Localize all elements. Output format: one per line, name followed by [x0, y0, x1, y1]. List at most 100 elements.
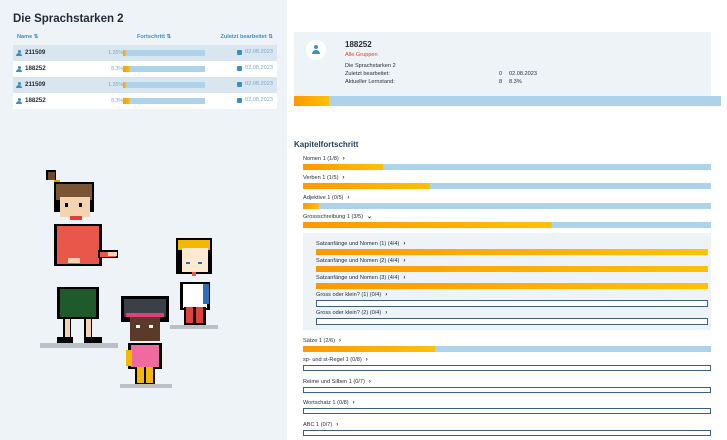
sort-name-header[interactable]: Name ⇅ — [17, 34, 39, 40]
chapter-label: Wortschatz 1 (0/8) — [303, 399, 349, 406]
chapter-label: Adjektive 1 (0/5) — [303, 194, 344, 201]
calendar-icon — [237, 81, 242, 87]
progress-bar — [123, 66, 205, 72]
chapter-progress-bar — [303, 164, 711, 170]
progress-bar — [123, 82, 205, 88]
last-edited-label: Zuletzt bearbeitet: — [345, 71, 390, 77]
chevron-right-icon[interactable]: › — [403, 274, 406, 281]
progress-bar — [123, 50, 205, 56]
chapter-progress-bar — [303, 346, 711, 352]
chevron-right-icon[interactable]: › — [336, 421, 339, 428]
chevron-right-icon[interactable]: › — [347, 194, 350, 201]
chapter-item[interactable]: Adjektive 1 (0/5) › — [303, 193, 711, 209]
progress-percent: 1.35% — [108, 82, 123, 88]
chapter-label: Sätze 1 (2/6) — [303, 337, 336, 344]
progress-bar — [123, 98, 205, 104]
subchapter-label: Satzanfänge und Nomen (1) (4/4) — [316, 240, 400, 247]
chapter-label: Nomen 1 (1/8) — [303, 155, 339, 162]
chevron-right-icon[interactable]: › — [339, 337, 342, 344]
chapter-progress-bar — [303, 408, 711, 414]
chevron-right-icon[interactable]: › — [403, 240, 406, 247]
last-edited-date: 02.08.2023 — [245, 49, 273, 55]
student-id: 211509 — [25, 81, 46, 88]
overall-progress-bar — [294, 96, 721, 106]
avatar — [306, 40, 326, 60]
pixel-characters-illustration — [40, 170, 218, 388]
student-id: 188252 — [25, 97, 46, 104]
current-level-count: 8 — [499, 79, 503, 85]
chapter-item[interactable]: ABC 1 (0/7) › — [303, 420, 711, 436]
student-id: 188252 — [345, 40, 372, 49]
chapter-progress-bar — [303, 222, 711, 228]
chapter-progress-bar — [303, 183, 711, 189]
chapter-item[interactable]: Nomen 1 (1/8) › — [303, 154, 711, 170]
table-row[interactable]: 211509 1.35% 02.08.2023 — [13, 45, 277, 61]
chevron-right-icon[interactable]: › — [385, 309, 388, 316]
student-card: 188252 Alle Gruppen Die Sprachstarken 2 … — [294, 32, 711, 96]
progress-percent: 1.35% — [108, 50, 123, 56]
current-level-label: Aktueller Lernstand: — [345, 79, 395, 85]
chapter-progress-bar — [303, 387, 711, 393]
subchapter-item[interactable]: Satzanfänge und Nomen (1) (4/4) › — [316, 239, 708, 255]
last-edited-date: 02.08.2023 — [509, 71, 537, 77]
chapter-item[interactable]: Reime und Silben 1 (0/7) › — [303, 377, 711, 393]
chevron-right-icon[interactable]: › — [342, 174, 345, 181]
class-name: Die Sprachstarken 2 — [345, 63, 396, 69]
group-link[interactable]: Alle Gruppen — [345, 52, 378, 58]
subchapter-progress-bar — [316, 318, 708, 325]
chapter-label: sp- und st-Regel 1 (0/8) — [303, 356, 362, 363]
chevron-right-icon[interactable]: › — [403, 257, 406, 264]
chevron-right-icon[interactable]: › — [352, 399, 355, 406]
page-title: Die Sprachstarken 2 — [13, 13, 124, 25]
table-row[interactable]: 211509 1.35% 02.08.2023 — [13, 77, 277, 93]
class-panel: Die Sprachstarken 2 Name ⇅ Fortschritt ⇅… — [0, 0, 287, 440]
students-table: Name ⇅ Fortschritt ⇅ Zuletzt bearbeitet … — [13, 31, 277, 109]
chevron-right-icon[interactable]: › — [368, 378, 371, 385]
sort-progress-header[interactable]: Fortschritt ⇅ — [137, 34, 172, 40]
student-id: 211509 — [25, 49, 46, 56]
calendar-icon — [237, 65, 242, 71]
last-edited-date: 02.08.2023 — [245, 65, 273, 71]
subchapter-list: Satzanfänge und Nomen (1) (4/4) › Satzanf… — [303, 233, 711, 330]
user-icon — [16, 65, 22, 72]
calendar-icon — [237, 49, 242, 55]
subchapter-progress-bar — [316, 266, 708, 272]
subchapter-item[interactable]: Satzanfänge und Nomen (2) (4/4) › — [316, 256, 708, 272]
user-icon — [16, 97, 22, 104]
chapter-item-expanded[interactable]: Grossschreibung 1 (3/5) ⌄ — [303, 212, 711, 228]
subchapter-item[interactable]: Satzanfänge und Nomen (3) (4/4) › — [316, 273, 708, 289]
sort-date-header[interactable]: Zuletzt bearbeitet ⇅ — [220, 34, 273, 40]
last-edited-date: 02.08.2023 — [245, 97, 273, 103]
chapter-item[interactable]: Verben 1 (1/5) › — [303, 173, 711, 189]
table-row[interactable]: 188252 8.3% 02.08.2023 — [13, 93, 277, 109]
subchapter-progress-bar — [316, 300, 708, 307]
chapter-label: Grossschreibung 1 (3/5) — [303, 213, 364, 220]
chapter-item[interactable]: Wortschatz 1 (0/8) › — [303, 398, 711, 414]
chapter-progress-bar — [303, 430, 711, 436]
chapter-item[interactable]: Sätze 1 (2/6) › — [303, 336, 711, 352]
subchapter-label: Gross oder klein? (2) (0/4) — [316, 309, 382, 316]
chevron-right-icon[interactable]: › — [365, 356, 368, 363]
last-edited-count: 0 — [499, 71, 503, 77]
chapter-progress-title: Kapitelfortschritt — [294, 140, 359, 149]
chapter-progress-bar — [303, 365, 711, 371]
chapter-progress-bar — [303, 203, 711, 209]
subchapter-label: Satzanfänge und Nomen (3) (4/4) — [316, 274, 400, 281]
subchapter-label: Satzanfänge und Nomen (2) (4/4) — [316, 257, 400, 264]
chevron-right-icon[interactable]: › — [385, 291, 388, 298]
student-id: 188252 — [25, 65, 46, 72]
chevron-right-icon[interactable]: › — [342, 155, 345, 162]
table-row[interactable]: 188252 8.3% 02.08.2023 — [13, 61, 277, 77]
progress-percent: 8.3% — [111, 66, 123, 72]
current-level-percent: 8.3% — [509, 79, 522, 85]
user-icon — [16, 81, 22, 88]
subchapter-item[interactable]: Gross oder klein? (1) (0/4) › — [316, 290, 708, 307]
chapter-item[interactable]: sp- und st-Regel 1 (0/8) › — [303, 355, 711, 371]
subchapter-item[interactable]: Gross oder klein? (2) (0/4) › — [316, 308, 708, 325]
progress-percent: 8.3% — [111, 98, 123, 104]
table-header: Name ⇅ Fortschritt ⇅ Zuletzt bearbeitet … — [13, 31, 277, 45]
chapter-label: ABC 1 (0/7) — [303, 421, 333, 428]
chapter-label: Verben 1 (1/5) — [303, 174, 339, 181]
chevron-down-icon[interactable]: ⌄ — [367, 214, 373, 220]
student-detail-panel: 188252 Alle Gruppen Die Sprachstarken 2 … — [287, 0, 727, 440]
